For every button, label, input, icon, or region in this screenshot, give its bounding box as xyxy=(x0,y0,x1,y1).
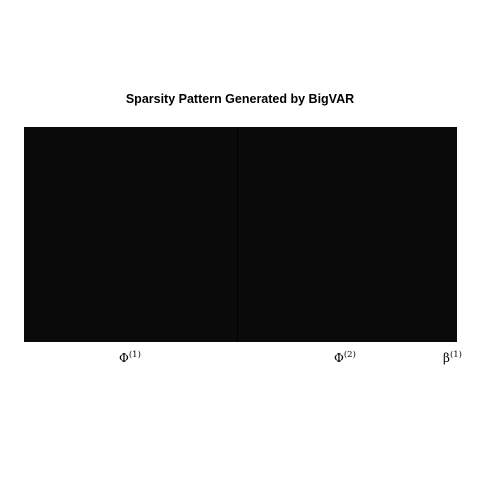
x-tick-label-3: β(1) xyxy=(443,349,462,365)
x-tick-superscript-1: (1) xyxy=(129,349,141,360)
heatmap-block-3 xyxy=(456,127,457,342)
heatmap-block-2 xyxy=(237,127,456,342)
heatmap-block-1 xyxy=(24,127,238,342)
x-tick-label-2: Φ(2) xyxy=(334,349,356,365)
x-tick-superscript-3: (1) xyxy=(450,349,462,360)
x-tick-label-1: Φ(1) xyxy=(119,349,141,365)
x-tick-superscript-2: (2) xyxy=(344,349,356,360)
chart-title: Sparsity Pattern Generated by BigVAR xyxy=(125,92,355,106)
